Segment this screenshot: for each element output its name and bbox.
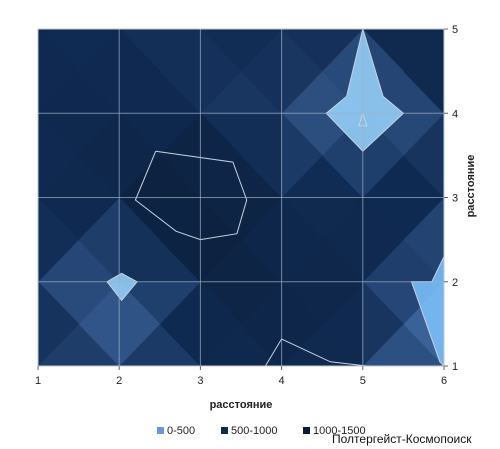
legend-label-1000-1500: 1000-1500 [313, 425, 366, 437]
legend-item: 500-1000 [221, 425, 278, 437]
contour-high-region [134, 150, 248, 241]
heatmap-cells [38, 29, 444, 366]
plot-area [38, 29, 444, 366]
heatmap-cell [38, 281, 80, 366]
x-tick-label: 2 [116, 375, 122, 387]
contour-region [264, 338, 367, 366]
legend: 0-500 500-1000 1000-1500 [157, 425, 366, 437]
x-axis-ticks: 1 2 3 4 5 6 [35, 366, 447, 387]
legend-swatch-500-1000 [221, 427, 228, 434]
legend-swatch-0-500 [157, 427, 164, 434]
y-tick-label: 2 [452, 277, 458, 289]
x-tick-label: 3 [197, 375, 203, 387]
y-tick-label: 1 [452, 361, 458, 373]
legend-item: 0-500 [157, 425, 195, 437]
legend-label-500-1000: 500-1000 [231, 425, 278, 437]
x-tick-label: 5 [360, 375, 366, 387]
legend-label-0-500: 0-500 [167, 425, 195, 437]
heatmap-cell [38, 112, 80, 198]
y-axis-ticks: 1 2 3 4 5 [444, 24, 458, 373]
y-axis-title: расстояние [465, 155, 477, 218]
watermark-credit: Полтергейст-Космопоиск [332, 432, 472, 446]
y-tick-label: 3 [452, 193, 458, 205]
heatmap-cell [38, 197, 80, 283]
y-tick-label: 5 [452, 24, 458, 36]
heatmap-cell [38, 29, 80, 114]
x-tick-label: 4 [279, 375, 285, 387]
legend-swatch-1000-1500 [303, 427, 310, 434]
x-axis-title: расстояние [210, 399, 273, 411]
x-tick-label: 6 [441, 375, 447, 387]
y-tick-label: 4 [452, 108, 458, 120]
x-tick-label: 1 [35, 375, 41, 387]
legend-item: 1000-1500 [303, 425, 366, 437]
